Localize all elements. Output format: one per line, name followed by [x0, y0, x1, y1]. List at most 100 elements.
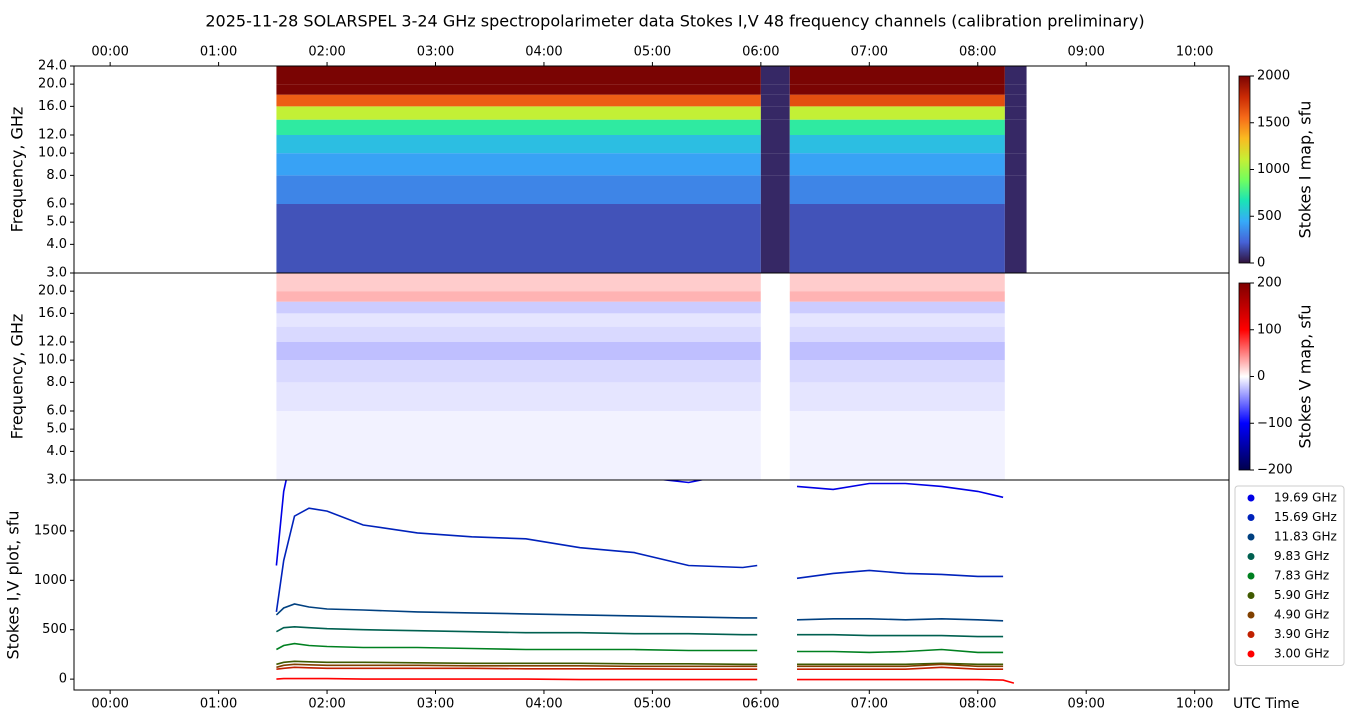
heatmap-cell	[1004, 326, 1027, 342]
heatmap-cell	[760, 291, 790, 302]
legend-marker	[1247, 650, 1255, 658]
chart-title: 2025-11-28 SOLARSPEL 3-24 GHz spectropol…	[205, 12, 1144, 31]
colorbar-label: Stokes I map, sfu	[1296, 101, 1315, 239]
x-tick-label: 10:00	[1176, 697, 1213, 712]
heatmap-cell	[276, 84, 761, 95]
heatmap-cell	[789, 301, 1005, 314]
heatmap-cell	[789, 135, 1005, 154]
series-line	[275, 507, 1004, 613]
heatmap-cell	[276, 106, 761, 120]
heatmap-cell	[760, 301, 790, 314]
heatmap-cell	[1004, 153, 1027, 176]
x-tick-label: 05:00	[634, 697, 671, 712]
heatmap-cell	[276, 382, 761, 411]
heatmap-cell	[789, 175, 1005, 204]
legend-label: 19.69 GHz	[1274, 491, 1337, 505]
heatmap-cell	[276, 175, 761, 204]
x-tick-label: 00:00	[91, 45, 128, 60]
heatmap-cell	[789, 273, 1005, 292]
colorbar-tick-label: −200	[1257, 463, 1293, 478]
y-tick-label: 10.0	[38, 146, 67, 161]
heatmap-cell	[789, 204, 1005, 273]
y-axis-label: Frequency, GHz	[8, 107, 27, 233]
series-line	[276, 663, 1004, 669]
heatmap-cell	[1004, 313, 1027, 327]
heatmap-cell	[789, 291, 1005, 302]
legend-label: 9.83 GHz	[1274, 549, 1329, 563]
y-axis-label: Frequency, GHz	[8, 314, 27, 440]
colorbar-tick-label: 1500	[1257, 115, 1290, 130]
plot-area	[275, 480, 1015, 684]
legend-marker	[1247, 572, 1255, 580]
y-tick-label: 20.0	[38, 77, 67, 92]
x-tick-label: 07:00	[851, 45, 888, 60]
heatmap-cell	[276, 153, 761, 176]
heatmap-cell	[789, 342, 1005, 361]
heatmap-cell	[276, 273, 761, 292]
heatmap-cell	[789, 66, 1005, 85]
colorbar-tick-label: 500	[1257, 209, 1282, 224]
heatmap-cell	[1004, 411, 1027, 480]
colorbar-tick-label: 200	[1257, 276, 1282, 291]
heatmap-cell	[1004, 135, 1027, 154]
heatmap-cell	[760, 326, 790, 342]
legend-label: 3.90 GHz	[1274, 627, 1329, 641]
heatmap-cell	[276, 313, 761, 327]
heatmap-cell	[789, 313, 1005, 327]
heatmap-cell	[1004, 273, 1027, 292]
y-tick-label: 6.0	[46, 197, 67, 212]
series-line	[276, 677, 1015, 684]
heatmap-cell	[276, 360, 761, 383]
heatmap-cell	[1004, 360, 1027, 383]
colorbar-tick-label: 2000	[1257, 69, 1290, 84]
series-line	[276, 666, 1004, 670]
heatmap-cell	[276, 119, 761, 135]
x-tick-label: 00:00	[91, 697, 128, 712]
x-tick-label: 03:00	[417, 45, 454, 60]
heatmap-cell	[276, 326, 761, 342]
heatmap-cell	[1004, 301, 1027, 314]
colorbar-tick-label: −100	[1257, 416, 1293, 431]
x-tick-label: 08:00	[959, 45, 996, 60]
x-tick-label: 01:00	[200, 697, 237, 712]
x-tick-label: 06:00	[742, 697, 779, 712]
heatmap-cell	[760, 153, 790, 176]
legend-label: 7.83 GHz	[1274, 569, 1329, 583]
legend-marker	[1247, 514, 1255, 521]
y-tick-label: 1500	[34, 523, 67, 538]
legend-label: 15.69 GHz	[1274, 510, 1337, 524]
heatmap-cell	[789, 84, 1005, 95]
heatmap-cell	[760, 135, 790, 154]
legend-label: 11.83 GHz	[1274, 530, 1337, 544]
y-tick-label: 8.0	[46, 168, 67, 183]
y-tick-label: 1000	[34, 573, 67, 588]
x-tick-label: 06:00	[742, 45, 779, 60]
y-tick-label: 3.0	[46, 266, 67, 281]
heatmap-cell	[760, 360, 790, 383]
heatmap-cell	[760, 119, 790, 135]
heatmap-cell	[1004, 66, 1027, 85]
heatmap-cell	[760, 342, 790, 361]
y-tick-label: 12.0	[38, 128, 67, 143]
x-tick-label: 10:00	[1176, 45, 1213, 60]
y-tick-label: 4.0	[46, 237, 67, 252]
colorbar	[1238, 75, 1251, 264]
legend-marker	[1247, 553, 1255, 560]
colorbar-tick-label: 100	[1257, 322, 1282, 337]
x-tick-label: 04:00	[525, 697, 562, 712]
y-tick-label: 20.0	[38, 284, 67, 299]
legend-label: 5.90 GHz	[1274, 588, 1329, 602]
legend-box	[1234, 485, 1345, 666]
heatmap-cell	[276, 342, 761, 361]
heatmap-cell	[1004, 119, 1027, 135]
heatmap-cell	[789, 119, 1005, 135]
heatmap-cell	[276, 204, 761, 273]
heatmap-cell	[789, 411, 1005, 480]
series-line	[276, 625, 1004, 638]
plot-frame	[73, 479, 1230, 691]
legend-marker	[1247, 611, 1255, 619]
heatmap-cell	[789, 360, 1005, 383]
heatmap-cell	[760, 313, 790, 327]
heatmap-cell	[276, 94, 761, 107]
legend-marker	[1247, 494, 1255, 502]
